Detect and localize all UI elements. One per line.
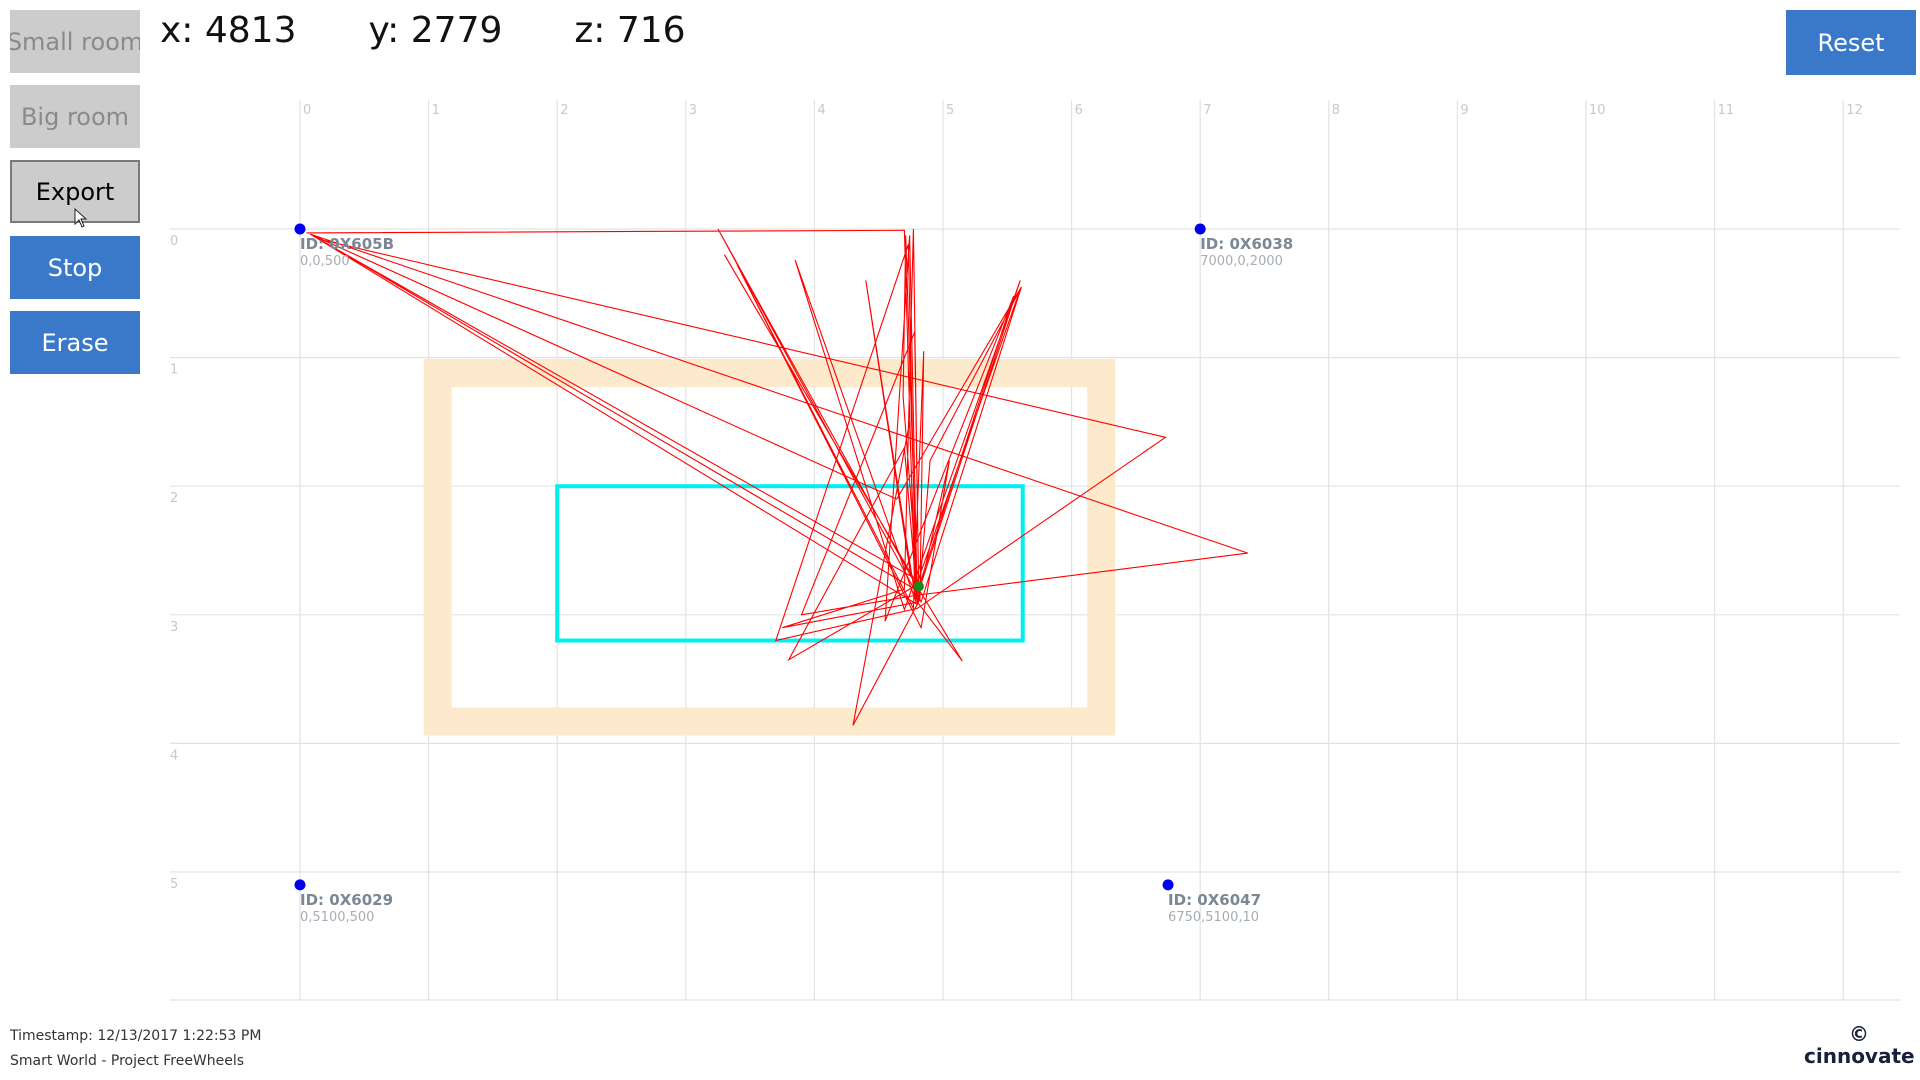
x-tick-label: 6: [1075, 103, 1083, 118]
x-tick-label: 12: [1846, 103, 1863, 118]
x-tick-label: 1: [432, 103, 440, 118]
x-tick-label: 7: [1203, 103, 1211, 118]
cinnovate-logo-icon: ©: [1849, 1022, 1869, 1046]
anchor-coords: 0,5100,500: [300, 910, 374, 925]
anchor-dot: [294, 223, 306, 235]
export-button[interactable]: Export: [10, 160, 140, 223]
inner-zone: [555, 484, 1025, 643]
anchor-coords: 7000,0,2000: [1200, 254, 1283, 269]
anchor-coords: 6750,5100,10: [1168, 910, 1259, 925]
x-tick-label: 8: [1332, 103, 1340, 118]
y-tick-label: 2: [170, 491, 178, 506]
x-tick-label: 3: [689, 103, 697, 118]
anchor-dot: [1194, 223, 1206, 235]
x-coordinate: x: 4813: [160, 10, 297, 51]
y-tick-label: 1: [170, 363, 178, 378]
position-readout: x: 4813 y: 2779 z: 716: [160, 10, 758, 51]
y-tick-label: 4: [170, 748, 178, 763]
anchor-id: ID: 0X605B: [300, 235, 394, 253]
anchor-dot: [294, 879, 306, 891]
timestamp: Timestamp: 12/13/2017 1:22:53 PM: [10, 1028, 262, 1044]
y-tick-label: 0: [170, 234, 178, 249]
x-tick-label: 0: [303, 103, 311, 118]
anchor-coords: 0,0,500: [300, 254, 350, 269]
grid-lines: [170, 100, 1900, 1001]
anchor-id: ID: 0X6038: [1200, 235, 1293, 253]
anchor-id: ID: 0X6029: [300, 891, 393, 909]
x-tick-label: 11: [1718, 103, 1735, 118]
z-coordinate: z: 716: [574, 10, 686, 51]
small-room-button[interactable]: Small room: [10, 10, 140, 73]
cinnovate-logo-text: cinnovate: [1804, 1044, 1915, 1068]
x-tick-label: 4: [817, 103, 825, 118]
x-tick-label: 9: [1460, 103, 1468, 118]
position-track: [306, 228, 1248, 726]
outer-zone: [423, 359, 1116, 736]
mouse-cursor-icon: [74, 208, 88, 228]
cinnovate-logo: © cinnovate: [1804, 1022, 1915, 1068]
y-coordinate: y: 2779: [368, 10, 503, 51]
current-position-dot: [913, 581, 924, 592]
x-tick-label: 2: [560, 103, 568, 118]
y-tick-label: 5: [170, 877, 178, 892]
y-tick-label: 3: [170, 620, 178, 635]
erase-button[interactable]: Erase: [10, 311, 140, 374]
project-name: Smart World - Project FreeWheels: [10, 1053, 245, 1069]
anchor-id: ID: 0X6047: [1168, 891, 1261, 909]
x-tick-label: 5: [946, 103, 954, 118]
stop-button[interactable]: Stop: [10, 236, 140, 299]
reset-button[interactable]: Reset: [1786, 10, 1916, 75]
anchor-dot: [1162, 879, 1174, 891]
x-tick-label: 10: [1589, 103, 1606, 118]
big-room-button[interactable]: Big room: [10, 85, 140, 148]
